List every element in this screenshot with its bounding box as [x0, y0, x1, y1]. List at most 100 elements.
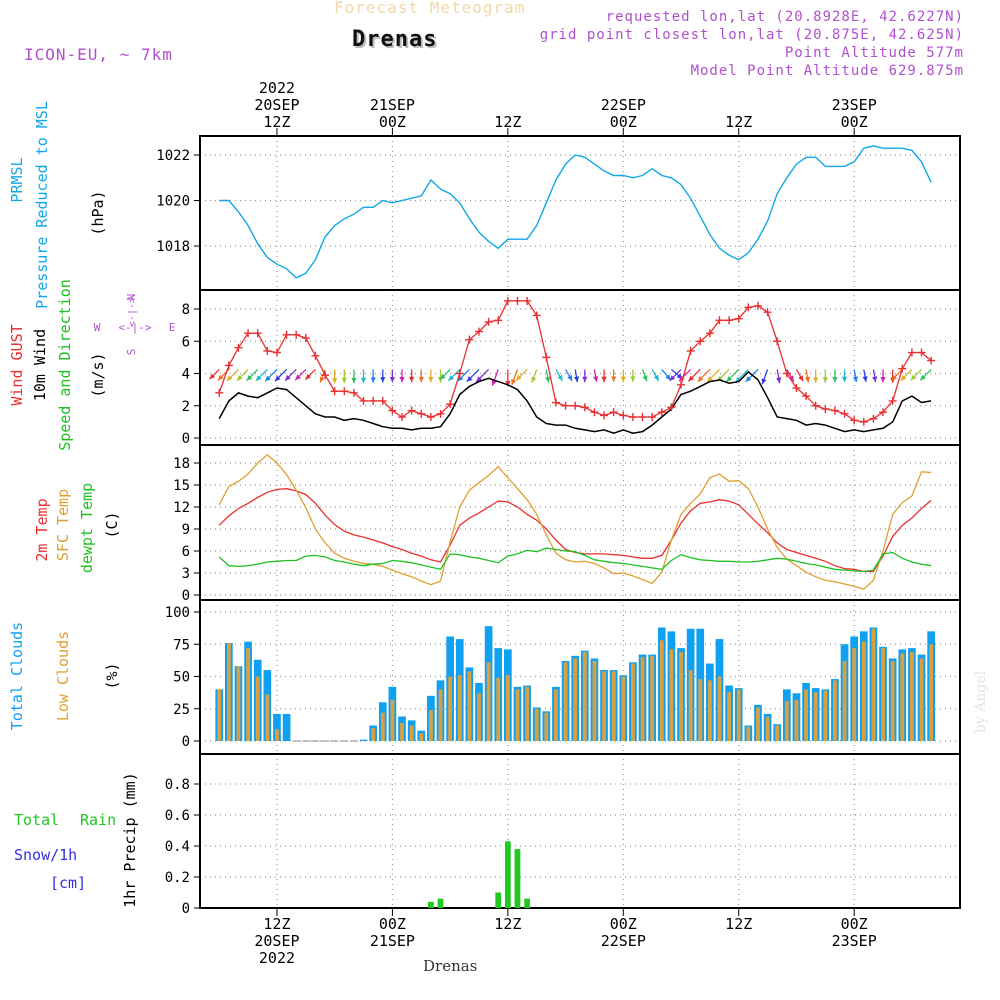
- time-tick-label: 00Z: [379, 915, 406, 933]
- wind-arrow-head: [707, 376, 713, 382]
- wind-arrow-head: [832, 377, 838, 383]
- low-cloud-bar: [592, 661, 597, 741]
- wind-arrow-head: [653, 374, 659, 381]
- gust-marker: [657, 408, 666, 417]
- low-cloud-bar: [246, 648, 251, 741]
- low-cloud-bar: [881, 648, 885, 741]
- wind-arrow-head: [601, 376, 607, 383]
- wind-arrow-head: [545, 376, 551, 383]
- low-cloud-bar: [871, 628, 876, 741]
- wind-arrow-head: [852, 376, 858, 382]
- low-cloud-bar: [919, 658, 924, 741]
- gust-marker: [340, 387, 349, 396]
- gust-marker: [782, 369, 791, 378]
- gust-marker: [715, 316, 724, 325]
- wind-arrow-head: [505, 381, 511, 387]
- wind-arrow-head: [880, 377, 886, 383]
- low-cloud-bar: [784, 701, 789, 741]
- gust-marker: [301, 334, 310, 343]
- gust-marker: [628, 413, 637, 422]
- gust-marker: [927, 356, 936, 365]
- wind-arrow-head: [669, 375, 676, 381]
- gust-marker: [879, 408, 888, 417]
- temp-2m-line: [218, 488, 932, 573]
- time-tick-label: 23SEP: [832, 96, 877, 114]
- low-cloud-bar: [265, 694, 270, 741]
- wind-arrow-head: [900, 375, 907, 381]
- wind-arrow-head: [428, 377, 434, 383]
- gust-marker: [561, 401, 570, 410]
- gust-marker: [474, 327, 483, 336]
- low-cloud-bar: [688, 670, 693, 741]
- gust-marker: [802, 392, 811, 401]
- low-cloud-bar: [419, 733, 424, 741]
- gust-marker: [609, 408, 618, 417]
- wind-gust-label: Wind GUST: [8, 324, 26, 405]
- wind-arrow-head: [611, 376, 617, 382]
- y-tick-label: 0.4: [165, 839, 190, 855]
- y-tick-label: 15: [173, 478, 190, 494]
- gust-marker: [888, 396, 897, 405]
- time-tick-label: 21SEP: [370, 96, 415, 114]
- wind-arrow-head: [920, 374, 926, 381]
- low-cloud-bar: [534, 708, 539, 741]
- footer-location: Drenas: [423, 957, 478, 975]
- gust-marker: [282, 330, 291, 339]
- gust-marker: [234, 343, 243, 352]
- wind-arrow-head: [567, 374, 573, 381]
- time-tick-label: 00Z: [610, 113, 637, 131]
- panel-frame: [199, 753, 961, 909]
- wind-arrow-head: [380, 377, 386, 383]
- gust-marker: [455, 369, 464, 378]
- wind-arrow-head: [798, 375, 804, 382]
- y-tick-label: 0: [182, 588, 190, 604]
- rain-bar: [524, 898, 530, 908]
- gust-marker: [465, 335, 474, 344]
- precip-bars: [200, 841, 960, 909]
- panel-frame: [199, 135, 961, 291]
- gust-marker: [619, 411, 628, 420]
- wind-arrow-head: [891, 374, 897, 381]
- wind-arrow-head: [255, 375, 262, 381]
- wind-arrow-head: [305, 373, 311, 380]
- gust-marker: [677, 380, 686, 389]
- low-cloud-bar: [380, 712, 385, 741]
- point-altitude: Point Altitude 577m: [784, 45, 964, 61]
- gust-marker: [436, 409, 445, 418]
- time-tick-label: 00Z: [841, 915, 868, 933]
- snow-unit-label: [cm]: [50, 874, 86, 892]
- gust-marker: [600, 411, 609, 420]
- low-cloud-bar: [765, 716, 770, 741]
- total-clouds-label: Total Clouds: [8, 622, 26, 730]
- wind-arrow-head: [209, 373, 216, 380]
- y-tick-label: 12: [173, 500, 190, 516]
- compass-horizontal-arrows: <-|->: [118, 321, 151, 334]
- y-tick-label: 25: [173, 702, 190, 718]
- y-tick-label: 0: [182, 734, 190, 750]
- rain-bar: [495, 892, 502, 908]
- low-cloud-bar: [496, 677, 501, 741]
- gust-marker: [311, 351, 320, 360]
- time-tick-label: 00Z: [841, 113, 868, 131]
- total-cloud-bar: [273, 713, 281, 741]
- gust-marker: [869, 414, 878, 423]
- wind-arrow-head: [217, 374, 224, 381]
- wind-arrow-head: [295, 374, 301, 381]
- y-tick-label: 50: [173, 670, 190, 686]
- y-tick-label: 75: [173, 637, 190, 653]
- dewpt-temp-label: dewpt Temp: [78, 483, 96, 573]
- time-tick-label: 00Z: [610, 915, 637, 933]
- low-cloud-bar: [457, 675, 462, 741]
- y-tick-label: 100: [165, 605, 190, 621]
- panel-1: 1018 1020 1022: [156, 135, 961, 291]
- low-cloud-bar: [236, 666, 241, 741]
- pressure-unit-label: (hPa): [89, 190, 107, 235]
- total-rain-label-rain: Rain: [80, 811, 116, 829]
- gust-marker: [388, 406, 397, 415]
- low-cloud-bar: [371, 728, 376, 741]
- wind-arrow-head: [788, 375, 794, 382]
- gust-marker: [667, 403, 676, 412]
- model-altitude: Model Point Altitude 629.875m: [690, 63, 964, 79]
